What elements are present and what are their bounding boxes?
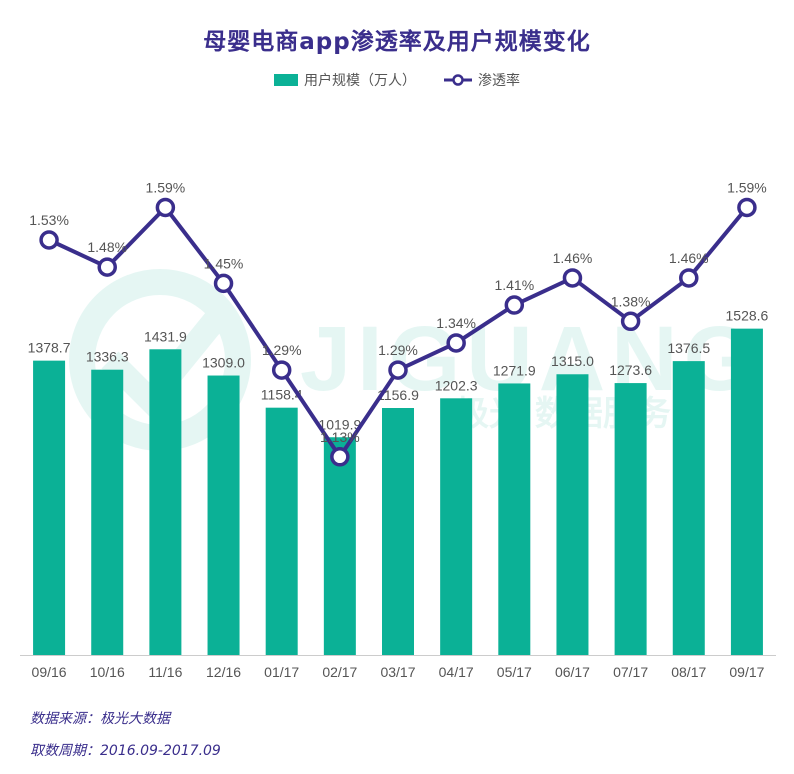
x-tick-label: 02/17 — [322, 664, 357, 680]
bar-value-label: 1158.4 — [261, 387, 303, 403]
legend-bar-swatch — [274, 74, 298, 86]
bar — [265, 407, 298, 655]
chart-title: 母婴电商app渗透率及用户规模变化 — [203, 29, 591, 55]
line-point — [388, 360, 408, 380]
footer-period: 取数周期：2016.09-2017.09 — [30, 743, 221, 759]
line-point — [620, 311, 641, 332]
x-tick-label: 01/17 — [264, 664, 299, 680]
bar — [614, 383, 647, 655]
bar-value-label: 1019.9 — [318, 416, 361, 432]
bar-value-label: 1271.9 — [493, 362, 536, 378]
bar — [382, 408, 414, 655]
legend: 用户规模（万人） 渗透率 — [0, 70, 794, 90]
x-tick-label: 07/17 — [613, 664, 648, 680]
line-value-label: 1.29% — [378, 342, 418, 358]
bar-value-label: 1202.3 — [435, 377, 478, 393]
x-tick-label: 12/16 — [206, 664, 241, 680]
line-value-label: 1.13% — [320, 429, 360, 445]
bar-value-label: 1528.6 — [726, 308, 769, 324]
x-tick-label: 09/16 — [32, 664, 67, 680]
x-tick-label: 03/17 — [380, 664, 415, 680]
footer-source: 数据来源：极光大数据 — [30, 711, 170, 727]
x-tick-label: 10/16 — [90, 664, 125, 680]
line-value-label: 1.34% — [436, 315, 476, 331]
bar — [323, 437, 356, 655]
legend-bar-label: 用户规模（万人） — [304, 73, 416, 89]
line-value-label: 1.38% — [611, 293, 651, 309]
bar — [498, 383, 531, 655]
bar — [33, 360, 66, 655]
line-value-label: 1.46% — [553, 250, 593, 266]
legend-item-rate: 渗透率 — [444, 70, 520, 90]
x-tick-label: 06/17 — [555, 664, 590, 680]
line-point — [737, 197, 757, 218]
line-point — [562, 268, 583, 288]
bar-value-label: 1156.9 — [377, 387, 419, 403]
legend-line-swatch — [444, 74, 472, 86]
line-point — [213, 273, 234, 294]
x-tick-label: 05/17 — [497, 664, 532, 680]
bar — [440, 398, 473, 655]
line-point — [330, 447, 350, 467]
line-point — [446, 333, 466, 353]
line-point — [39, 230, 59, 250]
line-point — [679, 268, 699, 288]
bar — [91, 369, 124, 655]
x-tick-label: 09/17 — [729, 664, 764, 680]
bar — [556, 374, 589, 655]
bar — [672, 361, 705, 655]
line-value-label: 1.59% — [727, 179, 767, 195]
line-value-label: 1.48% — [87, 239, 127, 255]
bar-value-label: 1431.9 — [144, 328, 187, 344]
bar-value-label: 1309.0 — [202, 355, 245, 371]
line-value-label: 1.29% — [262, 342, 302, 358]
line-value-label: 1.46% — [669, 250, 709, 266]
bar-value-label: 1273.6 — [609, 362, 652, 378]
line-value-label: 1.41% — [494, 277, 534, 293]
legend-item-users: 用户规模（万人） — [274, 70, 416, 90]
line-point — [97, 257, 117, 277]
x-tick-label: 08/17 — [671, 664, 706, 680]
bar-value-label: 1376.5 — [667, 340, 710, 356]
bar-value-label: 1315.0 — [551, 353, 594, 369]
bar — [149, 349, 182, 655]
x-tick-label: 04/17 — [439, 664, 474, 680]
bar — [207, 375, 240, 655]
x-tick-label: 11/16 — [148, 664, 182, 680]
line-point — [271, 360, 292, 380]
bar-value-label: 1336.3 — [86, 349, 129, 365]
legend-line-label: 渗透率 — [478, 73, 520, 89]
bar-value-label: 1378.7 — [28, 340, 71, 356]
line-value-label: 1.53% — [29, 212, 69, 228]
line-value-label: 1.59% — [146, 179, 186, 195]
line-value-label: 1.45% — [204, 255, 244, 271]
line-point — [155, 197, 176, 218]
line-point — [504, 295, 525, 315]
bar — [730, 328, 763, 655]
